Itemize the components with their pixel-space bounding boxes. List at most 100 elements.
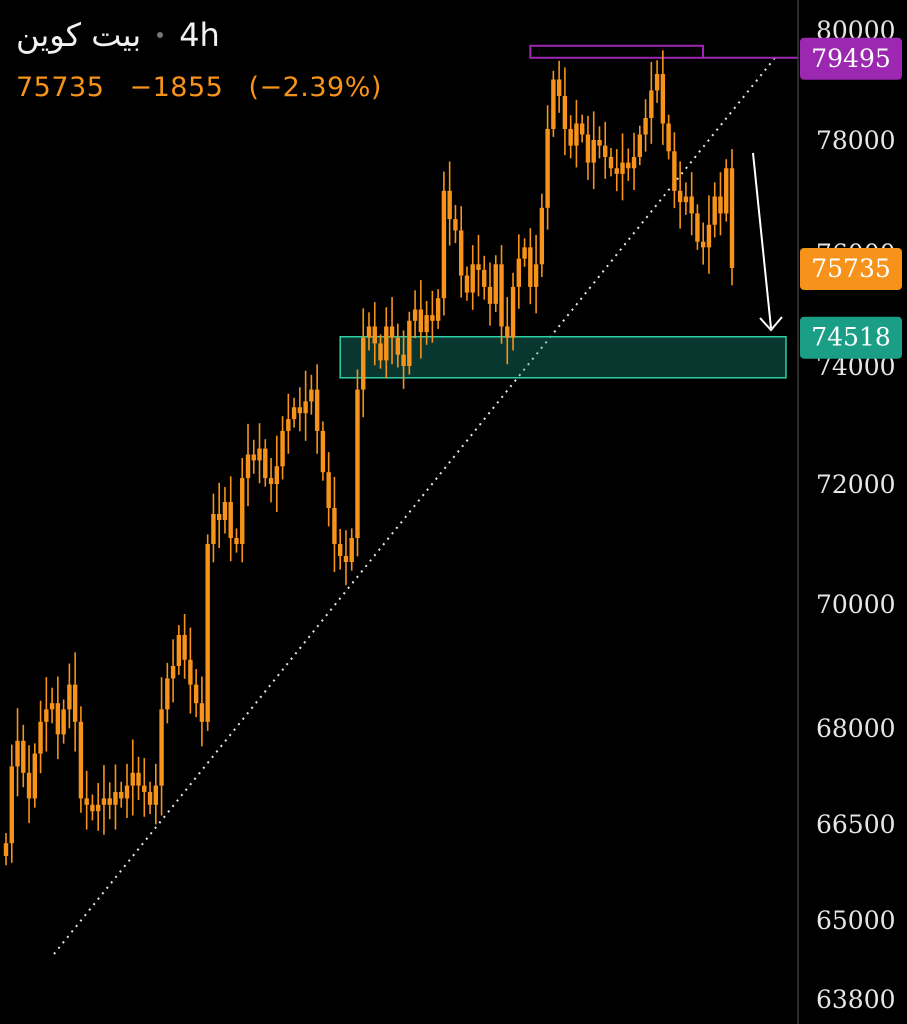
candle-body[interactable] bbox=[620, 162, 625, 174]
candle-body[interactable] bbox=[303, 401, 308, 414]
candle-body[interactable] bbox=[591, 140, 596, 163]
candle-body[interactable] bbox=[216, 514, 222, 520]
candle-body[interactable] bbox=[631, 156, 637, 169]
candle-body[interactable] bbox=[435, 298, 441, 321]
candle-body[interactable] bbox=[297, 407, 303, 414]
candle-body[interactable] bbox=[695, 213, 700, 242]
candle-body[interactable] bbox=[67, 684, 72, 710]
candle-body[interactable] bbox=[378, 343, 383, 361]
candle-body[interactable] bbox=[608, 156, 614, 169]
candle-body[interactable] bbox=[124, 785, 130, 799]
candle-body[interactable] bbox=[689, 196, 694, 214]
candle-body[interactable] bbox=[476, 264, 481, 270]
candle-body[interactable] bbox=[493, 264, 498, 304]
candle-body[interactable] bbox=[49, 703, 55, 710]
candle-body[interactable] bbox=[113, 792, 118, 805]
candle-body[interactable] bbox=[637, 134, 643, 157]
candle-body[interactable] bbox=[26, 772, 32, 799]
candle-body[interactable] bbox=[660, 74, 666, 124]
candle-body[interactable] bbox=[84, 798, 89, 805]
candle-body[interactable] bbox=[222, 502, 228, 520]
candle-body[interactable] bbox=[291, 407, 297, 420]
candle-body[interactable] bbox=[119, 792, 124, 799]
candle-body[interactable] bbox=[44, 709, 49, 722]
candle-body[interactable] bbox=[332, 508, 337, 544]
candle-body[interactable] bbox=[712, 196, 717, 225]
candle-body[interactable] bbox=[268, 478, 274, 484]
candle-body[interactable] bbox=[677, 190, 683, 203]
candle-body[interactable] bbox=[562, 96, 568, 129]
candle-body[interactable] bbox=[55, 703, 61, 735]
candle-body[interactable] bbox=[21, 740, 26, 773]
candle-body[interactable] bbox=[234, 538, 239, 544]
candle-body[interactable] bbox=[724, 168, 729, 214]
candle-body[interactable] bbox=[32, 753, 38, 799]
candles[interactable] bbox=[3, 50, 735, 866]
candle-body[interactable] bbox=[309, 389, 314, 402]
candle-body[interactable] bbox=[159, 709, 164, 786]
candle-body[interactable] bbox=[418, 309, 424, 333]
candle-body[interactable] bbox=[95, 804, 101, 812]
candle-body[interactable] bbox=[286, 419, 291, 431]
candle-body[interactable] bbox=[574, 123, 579, 146]
candle-body[interactable] bbox=[447, 190, 452, 220]
resistance-box[interactable] bbox=[529, 44, 704, 59]
candle-body[interactable] bbox=[401, 354, 406, 366]
candle-body[interactable] bbox=[182, 635, 187, 660]
candle-body[interactable] bbox=[349, 538, 354, 562]
candle-body[interactable] bbox=[430, 315, 435, 321]
candle-body[interactable] bbox=[683, 196, 689, 203]
candle-body[interactable] bbox=[643, 118, 648, 135]
candle-body[interactable] bbox=[90, 804, 95, 812]
candle-body[interactable] bbox=[505, 326, 510, 338]
candle-body[interactable] bbox=[199, 703, 205, 722]
candle-body[interactable] bbox=[458, 230, 464, 276]
candle-body[interactable] bbox=[603, 145, 608, 157]
candle-body[interactable] bbox=[700, 241, 706, 248]
candle-body[interactable] bbox=[240, 478, 245, 544]
support-zone[interactable] bbox=[339, 335, 787, 379]
candle-body[interactable] bbox=[337, 544, 343, 556]
candle-body[interactable] bbox=[441, 190, 447, 299]
candle-body[interactable] bbox=[326, 472, 331, 508]
candle-body[interactable] bbox=[343, 556, 349, 562]
candle-body[interactable] bbox=[245, 454, 251, 479]
candle-body[interactable] bbox=[188, 659, 193, 685]
candle-body[interactable] bbox=[61, 709, 66, 735]
candle-body[interactable] bbox=[372, 326, 377, 344]
candle-body[interactable] bbox=[9, 766, 14, 844]
candle-body[interactable] bbox=[412, 309, 418, 321]
candle-body[interactable] bbox=[142, 785, 147, 792]
price-axis[interactable]: 8000078000760007400072000700006800066500… bbox=[816, 16, 896, 1014]
candle-body[interactable] bbox=[453, 219, 458, 231]
candle-body[interactable] bbox=[499, 264, 504, 327]
candle-body[interactable] bbox=[516, 258, 522, 287]
candle-body[interactable] bbox=[274, 466, 280, 484]
trendline[interactable] bbox=[53, 57, 776, 955]
candle-body[interactable] bbox=[205, 544, 210, 722]
candle-body[interactable] bbox=[533, 264, 539, 287]
candle-body[interactable] bbox=[101, 798, 107, 805]
candle-body[interactable] bbox=[78, 721, 84, 799]
interval-label[interactable]: 4h bbox=[179, 16, 220, 54]
candle-body[interactable] bbox=[579, 123, 585, 135]
candle-body[interactable] bbox=[649, 90, 654, 119]
candle-body[interactable] bbox=[384, 326, 389, 361]
candle-body[interactable] bbox=[487, 286, 493, 304]
candle-body[interactable] bbox=[355, 389, 360, 538]
candle-body[interactable] bbox=[568, 129, 573, 146]
candle-body[interactable] bbox=[389, 326, 395, 338]
candle-body[interactable] bbox=[706, 224, 712, 248]
candle-body[interactable] bbox=[38, 721, 43, 754]
candle-body[interactable] bbox=[107, 798, 112, 805]
candle-body[interactable] bbox=[539, 207, 545, 265]
candle-body[interactable] bbox=[528, 247, 533, 287]
candle-body[interactable] bbox=[585, 134, 591, 163]
candle-body[interactable] bbox=[251, 454, 256, 461]
candle-body[interactable] bbox=[407, 320, 412, 366]
candle-body[interactable] bbox=[672, 151, 677, 191]
candle-body[interactable] bbox=[136, 772, 141, 786]
candle-body[interactable] bbox=[257, 448, 262, 461]
candle-body[interactable] bbox=[153, 785, 159, 805]
